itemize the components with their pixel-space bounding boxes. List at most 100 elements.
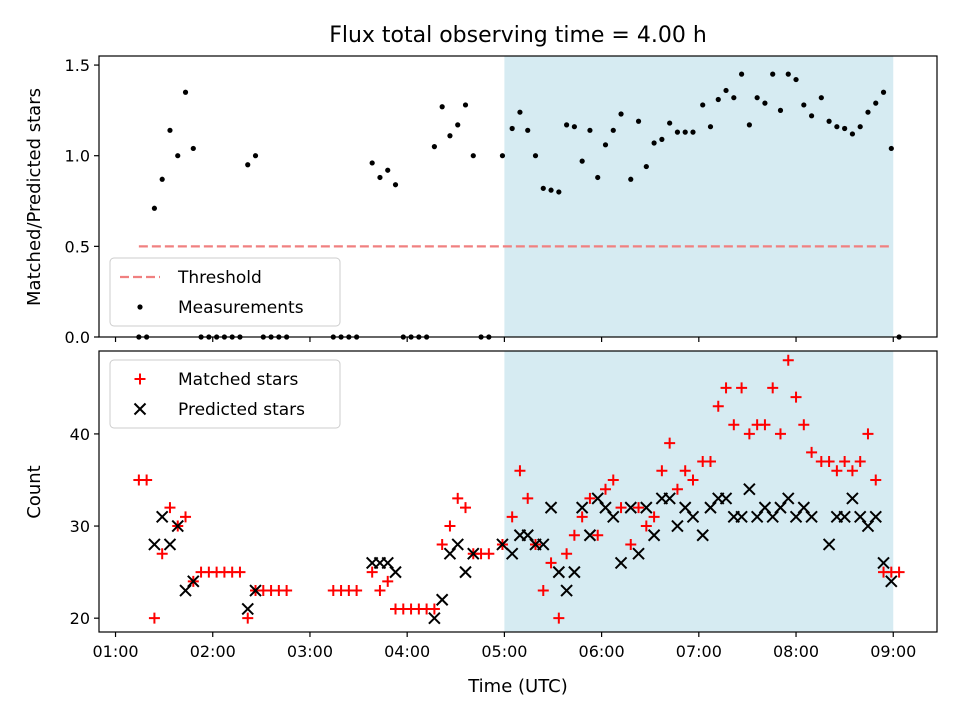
data-point [245, 162, 251, 168]
data-point [505, 547, 519, 560]
data-point [801, 102, 807, 108]
data-point [838, 510, 851, 524]
data-point [624, 501, 637, 514]
data-point [846, 465, 858, 477]
x-tick-label: 09:00 [870, 642, 916, 661]
data-point [746, 122, 752, 128]
legend-label: Predicted stars [178, 400, 305, 420]
data-point [728, 419, 740, 431]
data-point [517, 109, 523, 115]
legend-box [109, 257, 341, 327]
data-point [496, 538, 509, 551]
data-point [715, 96, 721, 103]
data-point [664, 437, 676, 449]
data-point [806, 446, 818, 458]
data-point [704, 456, 716, 468]
data-point [767, 382, 779, 394]
data-point [834, 124, 840, 130]
data-point [759, 419, 771, 431]
data-point [351, 585, 363, 597]
data-point [782, 354, 794, 366]
data-point [545, 557, 557, 569]
data-point [369, 160, 375, 166]
data-point [439, 104, 445, 110]
data-point [738, 71, 745, 77]
data-point [470, 153, 476, 159]
data-point [428, 603, 440, 615]
data-point [679, 465, 691, 477]
data-point [584, 492, 596, 504]
data-point [750, 510, 764, 524]
data-point [659, 136, 665, 142]
ratio-panel-frame [98, 55, 938, 338]
data-point [374, 585, 386, 597]
data-point [171, 519, 184, 533]
data-point [782, 492, 795, 505]
data-point [156, 548, 168, 560]
data-point [592, 529, 604, 541]
data-point [514, 465, 526, 477]
data-point [686, 510, 700, 524]
data-point [777, 107, 784, 113]
legend-swatch [134, 373, 146, 385]
data-point [521, 529, 534, 542]
data-point [242, 612, 254, 624]
x-tick-label: 02:00 [190, 642, 236, 661]
data-point [743, 482, 756, 496]
data-point [628, 176, 634, 182]
data-point [679, 501, 692, 514]
data-point [826, 118, 832, 124]
data-point [428, 611, 441, 625]
data-point [377, 174, 383, 181]
observing-window-shade-bottom [504, 351, 894, 632]
data-point [525, 127, 531, 133]
data-point [849, 131, 856, 137]
data-point [187, 575, 200, 588]
data-point [615, 502, 627, 514]
data-point [690, 129, 696, 135]
data-point [389, 565, 402, 579]
data-point [591, 492, 604, 505]
data-point [599, 483, 611, 495]
data-point [607, 474, 619, 486]
data-point [842, 125, 848, 132]
data-point [785, 71, 791, 77]
data-point [234, 566, 246, 578]
chart-title: Flux total observing time = 4.00 h [329, 23, 707, 48]
data-point [674, 129, 681, 135]
data-point [704, 501, 717, 514]
data-point [381, 556, 394, 570]
data-point [392, 182, 399, 188]
data-point [385, 167, 391, 173]
y-tick-label: 0.0 [65, 328, 90, 347]
data-point [790, 391, 802, 403]
data-point [579, 158, 585, 164]
data-point [249, 584, 262, 597]
data-point [252, 153, 259, 159]
count-legend: Matched stars Predicted stars [109, 359, 341, 429]
x-tick-label: 06:00 [579, 642, 625, 661]
data-point [436, 538, 448, 550]
data-point [839, 456, 851, 468]
data-point [190, 145, 196, 152]
data-point [451, 538, 464, 551]
data-point [571, 124, 577, 130]
data-point [625, 538, 637, 550]
data-point [618, 111, 624, 117]
data-point [823, 456, 835, 468]
data-point [568, 565, 581, 579]
x-axis-label: Time (UTC) [467, 676, 568, 697]
data-point [808, 113, 815, 119]
data-point [640, 501, 653, 514]
data-point [869, 510, 882, 524]
x-tick-label: 05:00 [481, 642, 527, 661]
data-point [707, 124, 714, 130]
count-panel: 20 30 40 01:00 02:00 03:00 04:00 05:00 06:00 07:0… [24, 350, 938, 661]
data-point [444, 520, 456, 532]
data-point [583, 529, 597, 542]
data-point [447, 133, 453, 139]
data-point [614, 556, 628, 570]
data-point [159, 176, 165, 182]
data-point [647, 529, 661, 542]
data-point [648, 511, 660, 523]
